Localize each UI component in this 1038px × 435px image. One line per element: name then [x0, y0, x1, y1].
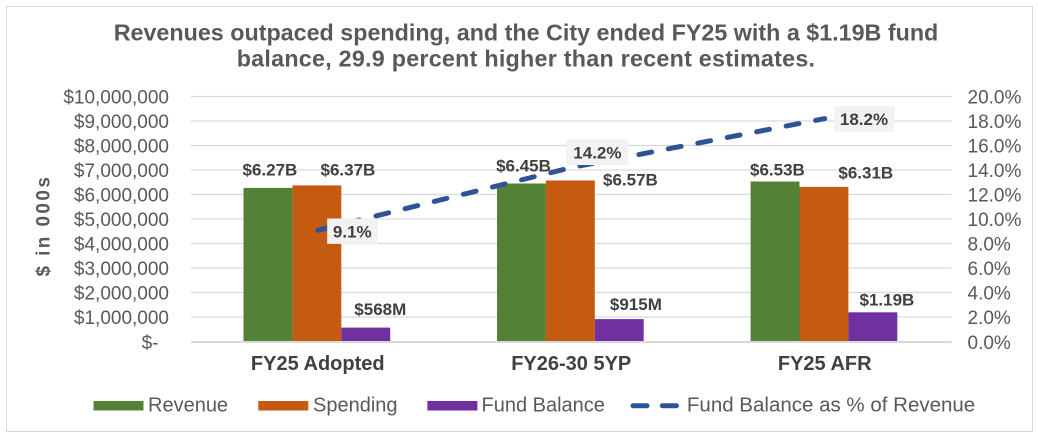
svg-text:$-: $- [142, 333, 159, 354]
svg-text:$1,000,000: $1,000,000 [74, 308, 169, 329]
svg-text:18.2%: 18.2% [840, 110, 888, 129]
svg-text:$915M: $915M [610, 295, 662, 314]
svg-text:8.0%: 8.0% [968, 234, 1011, 255]
svg-text:16.0%: 16.0% [968, 136, 1022, 157]
svg-text:14.0%: 14.0% [968, 161, 1022, 182]
svg-text:2.0%: 2.0% [968, 308, 1011, 329]
svg-text:20.0%: 20.0% [968, 87, 1022, 108]
svg-text:0.0%: 0.0% [968, 333, 1011, 354]
svg-text:$ in 000s: $ in 000s [33, 175, 54, 277]
svg-text:FY25 AFR: FY25 AFR [778, 353, 872, 375]
svg-text:$10,000,000: $10,000,000 [63, 87, 169, 108]
svg-text:Fund Balance as % of Revenue: Fund Balance as % of Revenue [687, 394, 975, 417]
svg-text:$6.27B: $6.27B [242, 161, 297, 180]
svg-text:FY25 Adopted: FY25 Adopted [251, 353, 385, 375]
svg-text:9.1%: 9.1% [333, 223, 372, 242]
svg-text:$568M: $568M [354, 300, 406, 319]
svg-text:18.0%: 18.0% [968, 112, 1022, 133]
svg-text:12.0%: 12.0% [968, 185, 1022, 206]
svg-text:$6,000,000: $6,000,000 [74, 185, 169, 206]
svg-text:$9,000,000: $9,000,000 [74, 112, 169, 133]
svg-text:4.0%: 4.0% [968, 283, 1011, 304]
svg-text:$2,000,000: $2,000,000 [74, 283, 169, 304]
svg-text:FY26-30 5YP: FY26-30 5YP [511, 353, 631, 375]
svg-text:$3,000,000: $3,000,000 [74, 259, 169, 280]
svg-text:$4,000,000: $4,000,000 [74, 234, 169, 255]
svg-text:balance, 29.9 percent higher t: balance, 29.9 percent higher than recent… [237, 46, 816, 72]
svg-text:$8,000,000: $8,000,000 [74, 136, 169, 157]
svg-text:$6.53B: $6.53B [750, 161, 805, 180]
svg-text:$6.37B: $6.37B [320, 161, 375, 180]
svg-text:10.0%: 10.0% [968, 210, 1022, 231]
svg-text:$7,000,000: $7,000,000 [74, 161, 169, 182]
svg-text:Revenues outpaced spending, an: Revenues outpaced spending, and the City… [114, 20, 939, 46]
svg-text:Revenue: Revenue [148, 395, 228, 417]
svg-text:6.0%: 6.0% [968, 259, 1011, 280]
svg-text:$1.19B: $1.19B [859, 290, 914, 309]
svg-text:$5,000,000: $5,000,000 [74, 210, 169, 231]
svg-text:$6.31B: $6.31B [838, 163, 893, 182]
svg-text:$6.45B: $6.45B [496, 156, 551, 175]
svg-text:$6.57B: $6.57B [603, 170, 658, 189]
svg-text:Fund Balance: Fund Balance [482, 395, 605, 417]
svg-text:Spending: Spending [313, 395, 398, 417]
svg-text:14.2%: 14.2% [573, 144, 621, 163]
